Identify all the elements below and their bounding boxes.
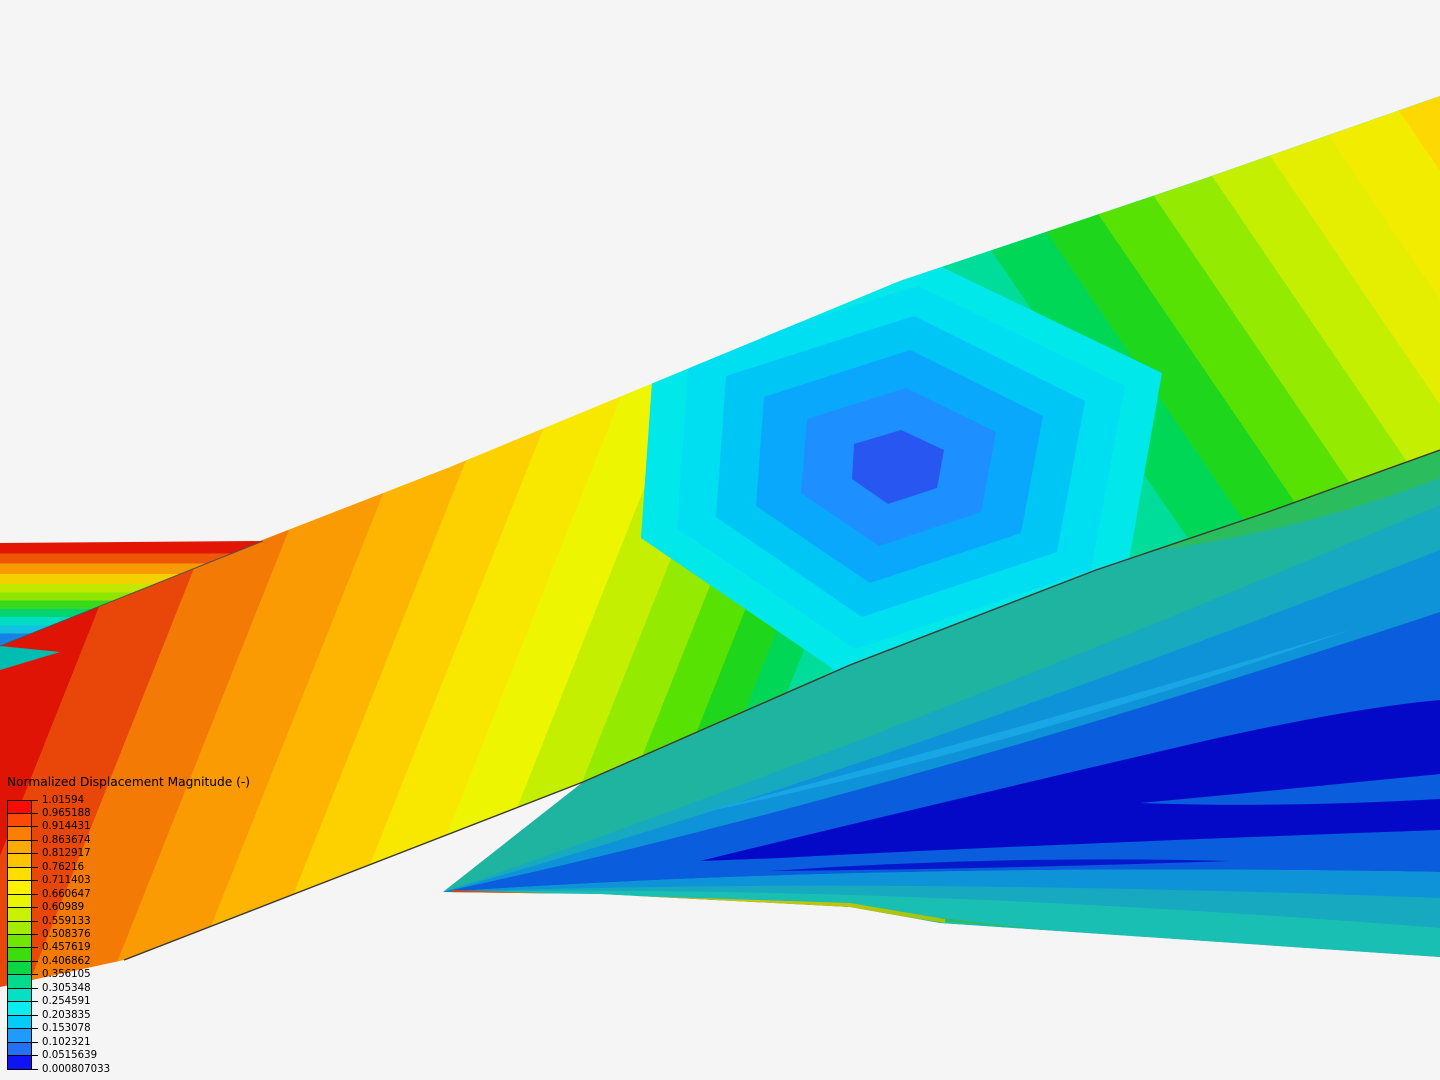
displacement-minimum-rings [641, 257, 1162, 679]
edge-line-band-intersection [123, 449, 1440, 961]
edge-line-sliver [0, 540, 264, 647]
